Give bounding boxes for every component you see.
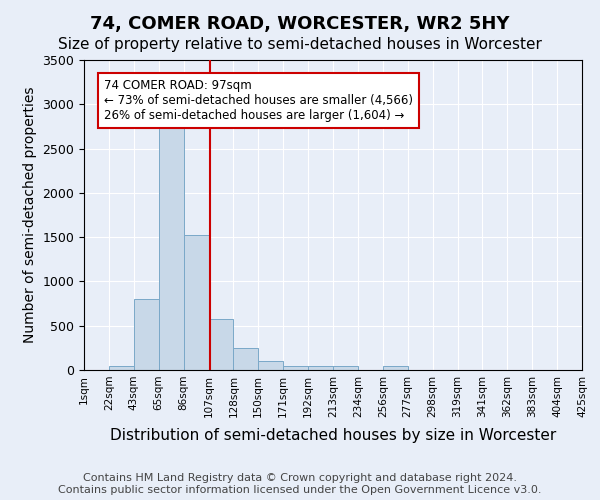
Text: 74, COMER ROAD, WORCESTER, WR2 5HY: 74, COMER ROAD, WORCESTER, WR2 5HY bbox=[90, 15, 510, 33]
Bar bbox=[333, 366, 358, 370]
Bar bbox=[109, 366, 134, 370]
X-axis label: Distribution of semi-detached houses by size in Worcester: Distribution of semi-detached houses by … bbox=[110, 428, 556, 443]
Bar bbox=[283, 366, 308, 370]
Text: Size of property relative to semi-detached houses in Worcester: Size of property relative to semi-detach… bbox=[58, 38, 542, 52]
Bar bbox=[209, 319, 233, 370]
Bar bbox=[383, 366, 408, 370]
Bar bbox=[308, 366, 333, 370]
Text: Contains HM Land Registry data © Crown copyright and database right 2024.
Contai: Contains HM Land Registry data © Crown c… bbox=[58, 474, 542, 495]
Y-axis label: Number of semi-detached properties: Number of semi-detached properties bbox=[23, 87, 37, 343]
Bar bbox=[159, 122, 184, 370]
Bar bbox=[233, 348, 259, 370]
Bar bbox=[259, 361, 283, 370]
Bar bbox=[184, 235, 209, 370]
Text: 74 COMER ROAD: 97sqm
← 73% of semi-detached houses are smaller (4,566)
26% of se: 74 COMER ROAD: 97sqm ← 73% of semi-detac… bbox=[104, 78, 413, 122]
Bar bbox=[134, 299, 159, 370]
